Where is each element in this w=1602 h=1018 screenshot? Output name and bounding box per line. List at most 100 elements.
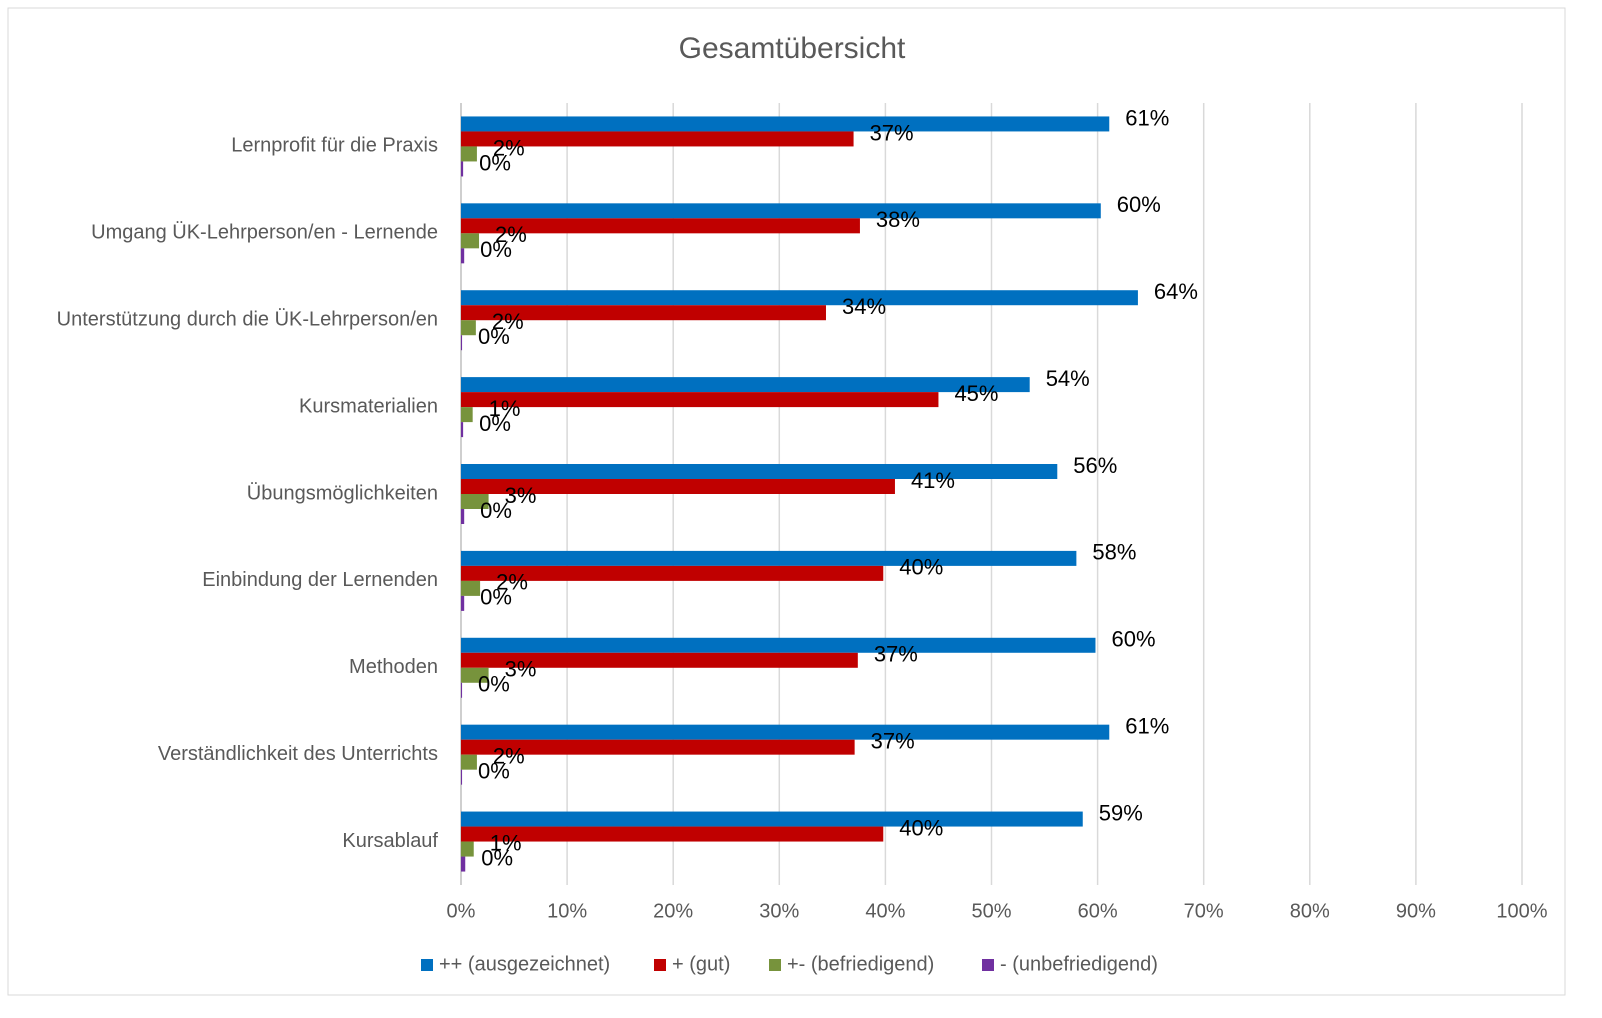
bar [461,377,1030,393]
data-label: 54% [1046,366,1090,391]
bar [461,392,939,408]
data-label: 61% [1125,105,1169,130]
data-label: 37% [870,120,914,145]
bar [461,146,477,162]
x-tick-label: 30% [759,900,799,922]
bar [461,290,1138,306]
data-label: 2% [493,135,525,160]
data-label: 2% [493,743,525,768]
bar [461,826,884,842]
bar [461,754,477,770]
x-tick-label: 40% [865,900,905,922]
bar [461,667,489,683]
bar [461,116,1110,132]
y-tick-label: Umgang ÜK-Lehrperson/en - Lernende [91,222,438,244]
bar [461,479,895,494]
x-tick-label: 100% [1496,900,1547,922]
data-label: 37% [871,728,915,753]
bar [461,841,474,857]
x-tick-label: 50% [971,900,1011,922]
data-label: 61% [1125,713,1169,738]
bar [461,724,1110,740]
data-label: 45% [954,381,998,406]
y-tick-label: Lernprofit für die Praxis [231,135,438,157]
data-label: 0% [478,758,510,783]
bar [461,131,854,147]
y-tick-label: Unterstützung durch die ÜK-Lehrperson/en [57,309,438,331]
bar [461,320,476,336]
bar [461,218,860,234]
bar [461,769,463,785]
legend-label: - (unbefriedigend) [1000,953,1158,975]
bar [461,248,465,264]
bar [461,494,489,509]
bar [461,739,855,755]
data-label: 2% [496,570,528,595]
y-tick-label: Methoden [349,656,438,678]
bar [461,550,1077,566]
bar [461,335,463,351]
data-label: 64% [1154,279,1198,304]
data-label: 0% [478,672,510,697]
data-label: 56% [1073,453,1117,478]
bar [461,580,481,596]
x-tick-label: 60% [1078,900,1118,922]
legend-swatch [421,959,433,971]
y-tick-label: Kursablauf [342,830,438,852]
bar [461,682,463,698]
data-label: 3% [505,657,537,682]
x-tick-label: 70% [1184,900,1224,922]
data-label: 40% [899,555,943,580]
legend-label: ++ (ausgezeichnet) [439,953,610,975]
data-label: 3% [505,483,537,508]
data-label: 59% [1099,800,1143,825]
bar [461,811,1083,827]
legend-swatch [654,959,666,971]
bar [461,595,465,611]
bar [461,407,473,423]
y-tick-label: Übungsmöglichkeiten [247,482,438,504]
y-tick-label: Einbindung der Lernenden [202,569,438,591]
bar [461,565,884,581]
bar [461,509,465,524]
chart-title: Gesamtübersicht [679,32,906,65]
data-label: 2% [495,222,527,247]
data-label: 38% [876,207,920,232]
data-label: 0% [479,411,511,436]
bar [461,464,1058,479]
data-label: 0% [480,237,512,262]
data-label: 0% [480,498,512,523]
data-label: 41% [911,468,955,493]
data-label: 34% [842,294,886,319]
bar [461,161,464,177]
y-tick-label: Verständlichkeit des Unterrichts [158,743,438,765]
x-tick-label: 10% [547,900,587,922]
data-label: 0% [480,585,512,610]
data-label: 2% [492,309,524,334]
legend-label: +- (befriedigend) [787,953,934,975]
data-label: 58% [1092,540,1136,565]
data-label: 1% [490,830,522,855]
data-label: 60% [1111,627,1155,652]
bar [461,652,858,668]
bar [461,637,1096,653]
legend-label: + (gut) [672,953,730,975]
data-label: 1% [489,396,521,421]
data-label: 37% [874,642,918,667]
bar [461,233,480,249]
data-label: 60% [1117,192,1161,217]
x-tick-label: 80% [1290,900,1330,922]
legend-swatch [769,959,781,971]
bar [461,422,464,438]
data-label: 0% [481,845,513,870]
x-tick-label: 20% [653,900,693,922]
data-label: 40% [899,815,943,840]
x-tick-label: 90% [1396,900,1436,922]
bar [461,305,826,321]
data-label: 0% [478,324,510,349]
data-label: 0% [479,150,511,175]
y-tick-label: Kursmaterialien [299,395,438,417]
x-tick-label: 0% [447,900,476,922]
